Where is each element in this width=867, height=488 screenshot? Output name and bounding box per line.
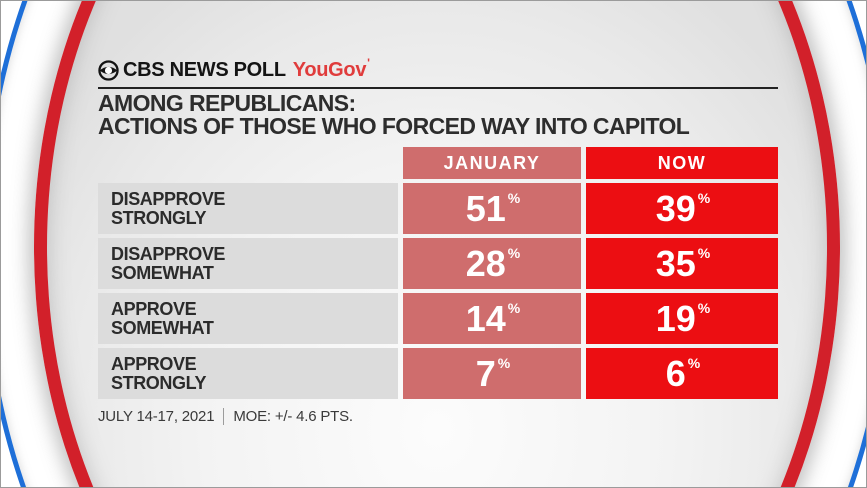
table-corner-spacer <box>98 147 398 179</box>
row-label-line: APPROVE <box>111 353 197 374</box>
partner-logo: YouGov <box>292 58 367 81</box>
title-line-1: AMONG REPUBLICANS: <box>98 90 356 116</box>
poll-results-table: JANUARY NOW DISAPPROVE STRONGLY 51 % 39 … <box>98 147 778 399</box>
percent-sign: % <box>697 189 711 206</box>
row-label-line: STRONGLY <box>111 207 207 228</box>
percent-sign: % <box>507 189 521 206</box>
header-divider-line <box>98 87 778 89</box>
column-header-now: NOW <box>586 147 778 179</box>
percent-sign: % <box>697 299 711 316</box>
value-cell-now: 39 % <box>586 183 778 234</box>
percent-sign: % <box>497 354 511 371</box>
value-number: 39 <box>655 187 696 229</box>
margin-of-error: MOE: +/- 4.6 PTS. <box>233 408 353 425</box>
value-cell-now: 35 % <box>586 238 778 289</box>
value-number: 19 <box>655 297 696 339</box>
cbs-eye-icon <box>98 59 119 81</box>
percent-sign: % <box>687 354 701 371</box>
title-line-2: ACTIONS OF THOSE WHO FORCED WAY INTO CAP… <box>98 113 690 139</box>
value-number: 7 <box>475 352 496 394</box>
row-label-line: STRONGLY <box>111 372 207 393</box>
value-cell-january: 14 % <box>403 293 581 344</box>
row-label-disapprove-strongly: DISAPPROVE STRONGLY <box>98 183 398 234</box>
column-header-january: JANUARY <box>403 147 581 179</box>
percent-sign: % <box>697 244 711 261</box>
percent-sign: % <box>507 299 521 316</box>
value-number: 28 <box>465 242 506 284</box>
logo-row: CBS NEWS POLL YouGov ' <box>98 56 778 83</box>
row-label-disapprove-somewhat: DISAPPROVE SOMEWHAT <box>98 238 398 289</box>
footnote-divider <box>223 408 225 425</box>
poll-graphic-content: CBS NEWS POLL YouGov ' AMONG REPUBLICANS… <box>98 56 778 425</box>
partner-logo-apostrophe: ' <box>367 56 371 70</box>
value-number: 14 <box>465 297 506 339</box>
row-label-line: SOMEWHAT <box>111 317 214 338</box>
row-label-line: SOMEWHAT <box>111 262 214 283</box>
value-cell-january: 51 % <box>403 183 581 234</box>
value-cell-january: 28 % <box>403 238 581 289</box>
brand-title: CBS NEWS POLL <box>123 58 286 81</box>
value-cell-now: 6 % <box>586 348 778 399</box>
row-label-approve-somewhat: APPROVE SOMEWHAT <box>98 293 398 344</box>
percent-sign: % <box>507 244 521 261</box>
row-label-line: APPROVE <box>111 298 197 319</box>
row-label-approve-strongly: APPROVE STRONGLY <box>98 348 398 399</box>
poll-dates: JULY 14-17, 2021 <box>98 408 215 425</box>
row-label-line: DISAPPROVE <box>111 188 226 209</box>
footnote: JULY 14-17, 2021 MOE: +/- 4.6 PTS. <box>98 408 778 425</box>
value-cell-january: 7 % <box>403 348 581 399</box>
row-label-line: DISAPPROVE <box>111 243 226 264</box>
value-number: 51 <box>465 187 506 229</box>
value-number: 6 <box>665 352 686 394</box>
value-cell-now: 19 % <box>586 293 778 344</box>
page-title: AMONG REPUBLICANS: ACTIONS OF THOSE WHO … <box>98 92 778 138</box>
value-number: 35 <box>655 242 696 284</box>
